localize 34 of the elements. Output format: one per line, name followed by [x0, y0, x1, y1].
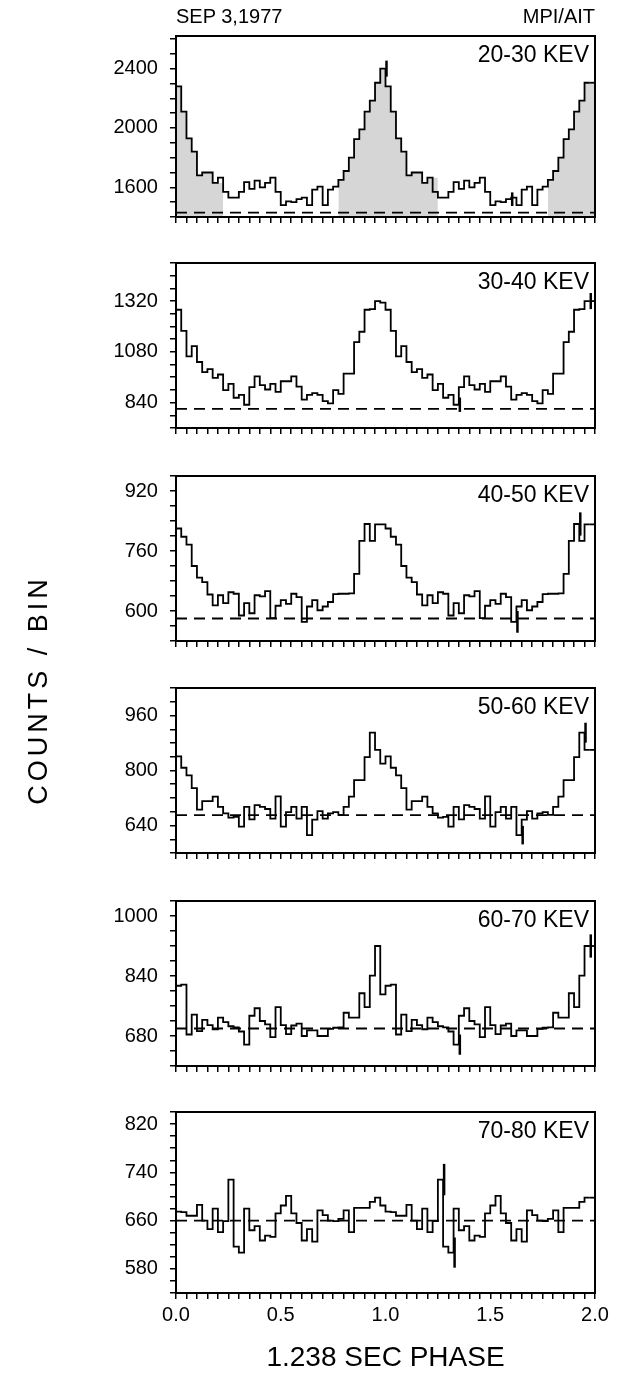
x-tick-label: 1.0: [371, 1302, 400, 1325]
y-tick-label: 2400: [113, 56, 158, 79]
annotation: 70-80 KEV: [477, 1116, 590, 1143]
annotation: 20-30 KEV: [477, 40, 590, 67]
y-tick-label: 580: [124, 1256, 158, 1279]
chart-subtitle: MPI/AIT: [522, 4, 595, 27]
y-tick-label: 1600: [113, 174, 158, 197]
y-tick-label: 680: [124, 1023, 158, 1046]
annotation: 30-40 KEV: [477, 267, 590, 294]
y-axis-title: COUNTS / BIN: [22, 575, 54, 805]
x-axis-title: 1.238 SEC PHASE: [266, 1340, 505, 1372]
chart-title: SEP 3,1977: [176, 4, 283, 27]
x-tick-label: 2.0: [581, 1302, 609, 1325]
annotation: 60-70 KEV: [477, 905, 590, 932]
annotation: 40-50 KEV: [477, 480, 590, 507]
y-tick-label: 760: [124, 538, 158, 561]
y-tick-label: 2000: [113, 115, 158, 138]
y-tick-label: 1320: [113, 288, 158, 311]
y-tick-label: 740: [124, 1159, 158, 1182]
x-tick-label: 0.5: [266, 1302, 295, 1325]
y-tick-label: 920: [124, 478, 158, 501]
y-tick-label: 640: [124, 813, 158, 836]
y-tick-label: 660: [124, 1208, 158, 1231]
y-tick-label: 840: [124, 390, 158, 413]
x-tick-label: 0.0: [162, 1302, 190, 1325]
y-tick-label: 820: [124, 1111, 158, 1134]
y-tick-label: 960: [124, 703, 158, 726]
annotation: 50-60 KEV: [477, 692, 590, 719]
y-tick-label: 1080: [113, 339, 158, 362]
y-tick-label: 840: [124, 963, 158, 986]
x-tick-label: 1.5: [476, 1302, 505, 1325]
y-tick-label: 600: [124, 598, 158, 621]
y-tick-label: 800: [124, 758, 158, 781]
y-tick-label: 1000: [113, 903, 158, 926]
